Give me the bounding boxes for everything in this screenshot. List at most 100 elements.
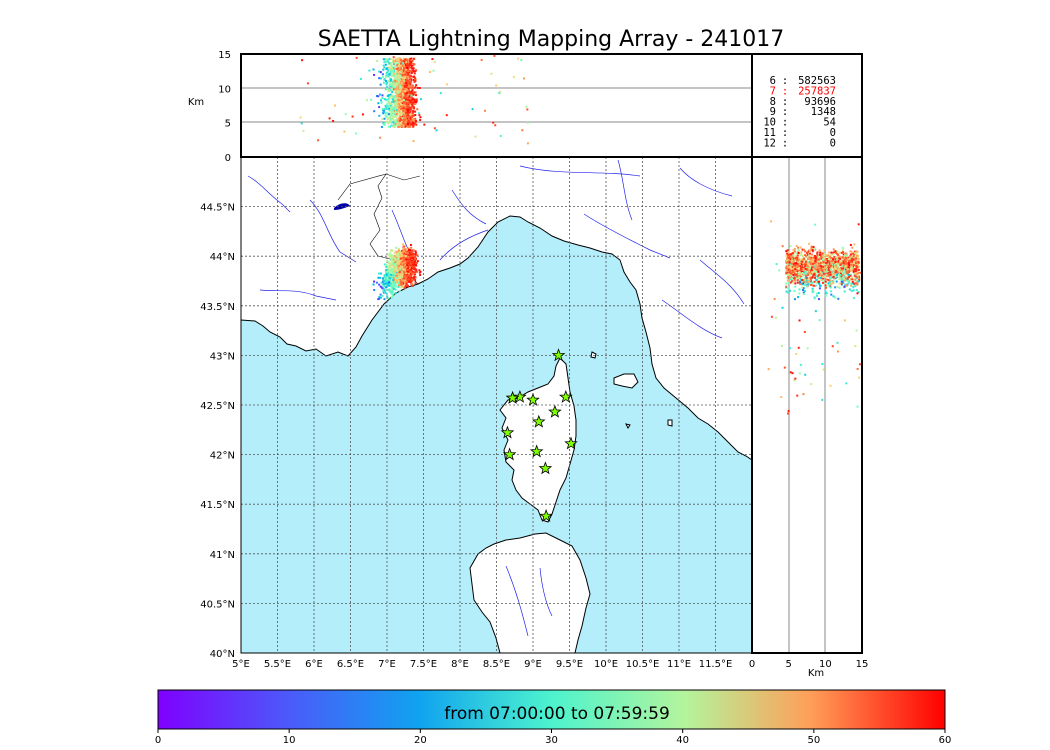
source-point xyxy=(386,102,389,105)
source-point xyxy=(395,76,398,79)
source-point xyxy=(820,265,823,268)
source-point xyxy=(846,268,849,271)
source-point xyxy=(787,282,790,285)
source-point xyxy=(823,282,826,285)
source-point xyxy=(813,297,816,300)
source-point xyxy=(817,260,820,263)
source-point xyxy=(402,248,405,251)
source-point xyxy=(841,260,844,263)
source-point xyxy=(400,117,403,120)
source-point xyxy=(818,319,821,322)
source-point xyxy=(821,256,824,259)
source-point xyxy=(408,255,411,258)
lat-tick-label: 43.5°N xyxy=(200,302,235,313)
source-point xyxy=(804,265,807,268)
source-point xyxy=(391,277,394,280)
source-point xyxy=(834,258,837,261)
source-point xyxy=(849,250,852,253)
source-point xyxy=(411,111,414,114)
source-point xyxy=(521,129,524,132)
source-point xyxy=(403,268,406,271)
source-point xyxy=(399,273,402,276)
source-point xyxy=(792,274,795,277)
source-point xyxy=(808,249,811,252)
source-point xyxy=(382,283,385,286)
source-point xyxy=(817,267,820,270)
altitude-axis-label: Km xyxy=(188,97,204,108)
source-point xyxy=(794,285,797,288)
source-point xyxy=(847,265,850,268)
source-point xyxy=(857,258,860,261)
source-point xyxy=(856,272,859,275)
source-point xyxy=(407,65,410,68)
source-point xyxy=(820,274,823,277)
source-point xyxy=(802,287,805,290)
source-point xyxy=(390,259,393,262)
source-point xyxy=(796,281,799,284)
source-point xyxy=(829,266,832,269)
source-point xyxy=(405,258,408,261)
source-point xyxy=(409,96,412,99)
source-point xyxy=(399,95,402,98)
colorbar-label: from 07:00:00 to 07:59:59 xyxy=(444,704,670,724)
source-point xyxy=(395,277,398,280)
source-point xyxy=(402,124,405,127)
source-point xyxy=(811,288,814,291)
source-point xyxy=(399,107,402,110)
source-point xyxy=(382,111,385,114)
source-point xyxy=(480,59,483,62)
source-point xyxy=(397,256,400,259)
source-point xyxy=(853,282,856,285)
source-point xyxy=(407,280,410,283)
source-point xyxy=(400,265,403,268)
source-point xyxy=(413,103,416,106)
source-point xyxy=(400,123,403,126)
source-point xyxy=(413,122,416,125)
source-point xyxy=(787,251,790,254)
source-point xyxy=(828,279,831,282)
source-point xyxy=(395,87,398,90)
source-point xyxy=(855,288,858,291)
source-point xyxy=(433,61,436,64)
source-point xyxy=(789,266,792,269)
source-point xyxy=(381,73,384,76)
source-point xyxy=(385,80,388,83)
source-point xyxy=(395,285,398,288)
source-point xyxy=(832,275,835,278)
source-point xyxy=(386,270,389,273)
source-point xyxy=(789,257,792,260)
source-point xyxy=(402,257,405,260)
source-point xyxy=(400,94,403,97)
colorbar-gradient xyxy=(157,689,946,730)
source-point xyxy=(398,119,401,122)
source-point xyxy=(414,76,417,79)
source-point xyxy=(415,264,418,267)
side-tick-label: 10 xyxy=(819,659,832,670)
source-point xyxy=(404,109,407,112)
source-point xyxy=(800,270,803,273)
source-point xyxy=(840,278,843,281)
source-point xyxy=(410,123,413,126)
source-point xyxy=(400,277,403,280)
source-point xyxy=(389,116,392,119)
lon-tick-label: 10.5°E xyxy=(626,659,660,670)
islet xyxy=(625,423,631,429)
source-point xyxy=(791,257,794,260)
source-point xyxy=(800,266,803,269)
source-point xyxy=(851,252,854,255)
colorbar-tick-label: 40 xyxy=(676,735,689,746)
source-point xyxy=(400,100,403,103)
source-point xyxy=(400,65,403,68)
source-point xyxy=(844,252,847,255)
source-point xyxy=(802,258,805,261)
source-point xyxy=(812,265,815,268)
source-point xyxy=(834,271,837,274)
source-point xyxy=(408,81,411,84)
source-point xyxy=(834,277,837,280)
source-point xyxy=(392,97,395,100)
source-point xyxy=(852,270,855,273)
source-point xyxy=(390,262,393,265)
source-point xyxy=(859,271,862,274)
source-point xyxy=(837,257,840,260)
source-point xyxy=(397,81,400,84)
